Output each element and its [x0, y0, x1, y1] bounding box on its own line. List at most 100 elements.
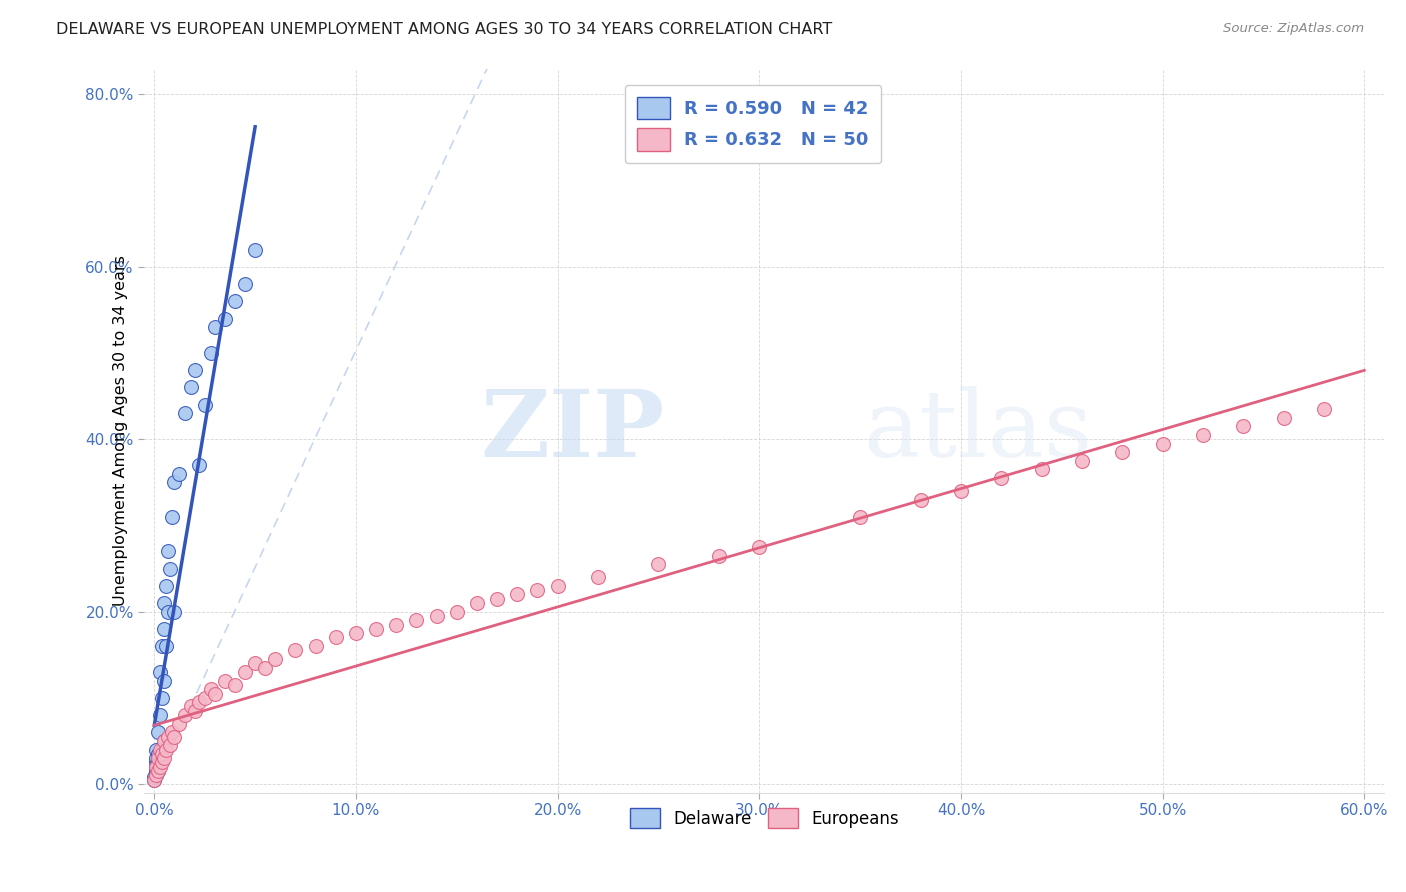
Point: [148, 756, 170, 770]
Point: [159, 561, 181, 575]
Point: [187, 695, 209, 709]
Point: [163, 730, 186, 744]
Point: [150, 742, 173, 756]
Point: [153, 734, 176, 748]
Point: [264, 652, 287, 666]
Point: [163, 605, 186, 619]
Point: [187, 458, 209, 472]
Point: [194, 398, 217, 412]
Point: [200, 682, 222, 697]
Point: [405, 613, 427, 627]
Point: [183, 363, 205, 377]
Point: [143, 772, 166, 787]
Point: [1111, 445, 1133, 459]
Point: [910, 492, 932, 507]
Point: [150, 747, 173, 761]
Point: [233, 665, 256, 679]
Point: [153, 622, 176, 636]
Point: [506, 587, 529, 601]
Point: [173, 406, 195, 420]
Point: [385, 617, 408, 632]
Point: [748, 540, 770, 554]
Point: [157, 544, 180, 558]
Point: [145, 760, 167, 774]
Legend: Delaware, Europeans: Delaware, Europeans: [623, 801, 905, 835]
Point: [194, 690, 217, 705]
Point: [145, 768, 167, 782]
Point: [153, 673, 176, 688]
Point: [150, 639, 173, 653]
Text: ZIP: ZIP: [481, 385, 665, 475]
Point: [1192, 428, 1215, 442]
Point: [162, 509, 184, 524]
Point: [233, 277, 256, 291]
Point: [224, 678, 246, 692]
Point: [526, 583, 548, 598]
Point: [153, 751, 176, 765]
Point: [143, 772, 166, 787]
Text: DELAWARE VS EUROPEAN UNEMPLOYMENT AMONG AGES 30 TO 34 YEARS CORRELATION CHART: DELAWARE VS EUROPEAN UNEMPLOYMENT AMONG …: [56, 22, 832, 37]
Point: [426, 609, 449, 624]
Point: [157, 605, 180, 619]
Point: [155, 579, 177, 593]
Point: [148, 725, 170, 739]
Point: [214, 673, 236, 688]
Point: [254, 660, 277, 674]
Point: [163, 475, 186, 490]
Point: [145, 760, 167, 774]
Point: [143, 770, 166, 784]
Point: [173, 708, 195, 723]
Point: [148, 764, 170, 778]
Point: [486, 591, 509, 606]
Point: [465, 596, 488, 610]
Point: [149, 742, 172, 756]
Point: [149, 665, 172, 679]
Point: [155, 639, 177, 653]
Point: [167, 467, 190, 481]
Point: [284, 643, 307, 657]
Point: [1313, 402, 1336, 417]
Point: [148, 764, 170, 778]
Point: [159, 738, 181, 752]
Point: [243, 657, 266, 671]
Point: [344, 626, 367, 640]
Point: [145, 756, 167, 770]
Point: [150, 756, 173, 770]
Point: [145, 742, 167, 756]
Point: [1152, 436, 1174, 450]
Point: [1272, 410, 1295, 425]
Point: [150, 690, 173, 705]
Point: [149, 756, 172, 770]
Point: [145, 764, 167, 778]
Point: [1232, 419, 1254, 434]
Text: Source: ZipAtlas.com: Source: ZipAtlas.com: [1223, 22, 1364, 36]
Point: [180, 699, 202, 714]
Point: [148, 747, 170, 761]
Text: atlas: atlas: [863, 385, 1092, 475]
Point: [707, 549, 730, 563]
Point: [167, 716, 190, 731]
Point: [183, 704, 205, 718]
Point: [204, 686, 226, 700]
Point: [647, 558, 669, 572]
Point: [366, 622, 388, 636]
Y-axis label: Unemployment Among Ages 30 to 34 years: Unemployment Among Ages 30 to 34 years: [112, 255, 128, 606]
Point: [547, 579, 569, 593]
Point: [149, 708, 172, 723]
Point: [145, 751, 167, 765]
Point: [304, 639, 326, 653]
Point: [155, 742, 177, 756]
Point: [153, 734, 176, 748]
Point: [153, 596, 176, 610]
Point: [446, 605, 468, 619]
Point: [162, 725, 184, 739]
Point: [586, 570, 609, 584]
Point: [214, 311, 236, 326]
Point: [148, 751, 170, 765]
Point: [200, 346, 222, 360]
Point: [949, 483, 972, 498]
Point: [145, 768, 167, 782]
Point: [180, 380, 202, 394]
Point: [224, 294, 246, 309]
Point: [149, 760, 172, 774]
